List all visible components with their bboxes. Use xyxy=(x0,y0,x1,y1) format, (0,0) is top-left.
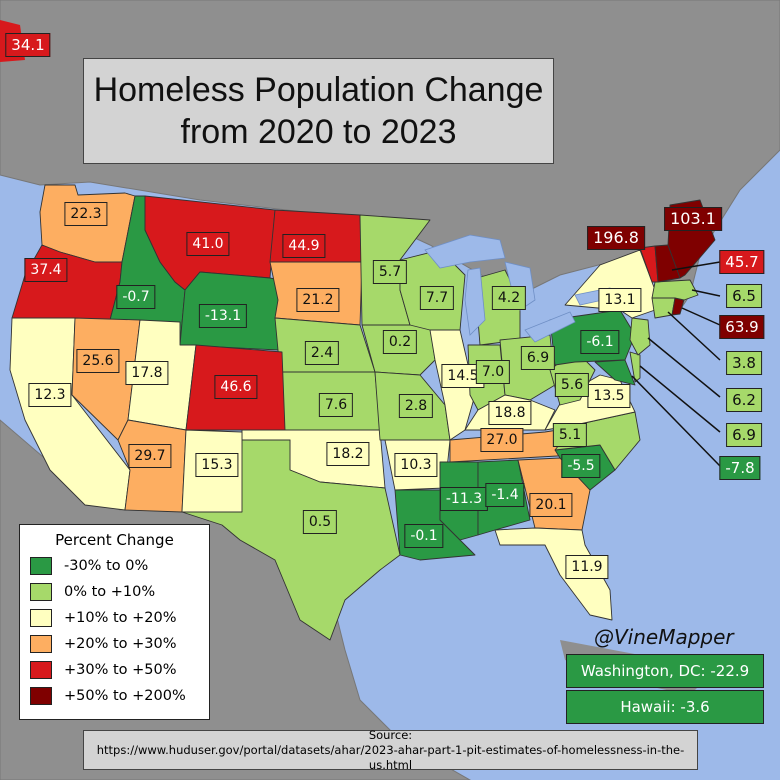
legend-label: +10% to +20% xyxy=(64,610,177,626)
callout-arrows xyxy=(631,261,721,467)
state-value-label-ma: 6.5 xyxy=(726,284,762,308)
legend-item: +20% to +30% xyxy=(20,631,209,657)
source-url: https://www.huduser.gov/portal/datasets/… xyxy=(96,742,685,772)
state-value-label-mo: 2.8 xyxy=(398,394,434,418)
state-value-label-va: 13.5 xyxy=(587,384,631,408)
state-value-label-mt: 41.0 xyxy=(186,232,230,256)
legend-swatch xyxy=(30,687,52,705)
state-value-label-nc: 5.1 xyxy=(552,423,588,447)
state-value-label-ri: 63.9 xyxy=(719,315,765,339)
author-credit: @VineMapper xyxy=(594,625,734,649)
state-value-label-ia: 0.2 xyxy=(382,330,418,354)
state-value-label-id: -0.7 xyxy=(116,285,156,309)
lake-superior xyxy=(424,234,506,269)
state-value-label-ne: 2.4 xyxy=(304,341,340,365)
state-shape-FL xyxy=(494,527,613,621)
legend-label: +50% to +200% xyxy=(64,688,186,704)
source-box: Source: https://www.huduser.gov/portal/d… xyxy=(83,727,698,772)
legend-label: +30% to +50% xyxy=(64,662,177,678)
state-value-label-pa: -6.1 xyxy=(580,330,620,354)
legend-item: -30% to 0% xyxy=(20,553,209,579)
legend-title: Percent Change xyxy=(55,531,174,549)
state-value-label-mi: 4.2 xyxy=(491,286,527,310)
state-value-label-de: 6.9 xyxy=(726,423,762,447)
legend-swatch xyxy=(30,583,52,601)
legend-item: +50% to +200% xyxy=(20,683,209,709)
state-value-label-tx: 0.5 xyxy=(302,510,338,534)
state-value-label-ut: 17.8 xyxy=(125,361,169,385)
state-value-label-wi: 7.7 xyxy=(419,286,455,310)
state-shape-MA xyxy=(651,279,699,301)
legend-item: +10% to +20% xyxy=(20,605,209,631)
state-value-label-tn: 27.0 xyxy=(480,428,524,452)
state-value-label-al: -1.4 xyxy=(485,483,525,507)
state-shape-NJ xyxy=(629,317,651,356)
state-value-label-ct: 3.8 xyxy=(726,351,762,375)
arrow-nj xyxy=(647,337,721,398)
legend-label: 0% to +10% xyxy=(64,584,156,600)
legend-label: +20% to +30% xyxy=(64,636,177,652)
state-value-label-nv: 25.6 xyxy=(76,349,120,373)
source-label: Source: xyxy=(368,727,413,742)
arrow-md xyxy=(631,375,721,467)
arrow-ma xyxy=(691,289,721,297)
arrow-de xyxy=(639,365,721,433)
hawaii-value-box: Hawaii: -3.6 xyxy=(566,690,764,724)
state-value-label-ok: 18.2 xyxy=(326,442,370,466)
state-value-label-ca: 12.3 xyxy=(28,383,72,407)
state-value-label-nd: 44.9 xyxy=(282,234,326,258)
state-value-label-ks: 7.6 xyxy=(318,393,354,417)
state-value-label-in: 7.0 xyxy=(475,360,511,384)
state-value-label-vt: 196.8 xyxy=(587,226,645,250)
state-value-label-or: 37.4 xyxy=(24,258,68,282)
arrow-nh xyxy=(671,261,721,271)
state-value-label-az: 29.7 xyxy=(128,444,172,468)
state-value-label-me: 103.1 xyxy=(664,207,722,231)
state-value-label-nh: 45.7 xyxy=(719,250,765,274)
arrow-ri xyxy=(681,307,721,326)
legend-swatch xyxy=(30,609,52,627)
dc-value-box: Washington, DC: -22.9 xyxy=(566,654,764,688)
legend: Percent Change -30% to 0% 0% to +10% +10… xyxy=(19,524,210,720)
state-value-label-ar: 10.3 xyxy=(394,453,438,477)
state-value-label-ga: 20.1 xyxy=(529,493,573,517)
state-value-label-oh: 6.9 xyxy=(520,346,556,370)
state-value-label-wv: 5.6 xyxy=(554,373,590,397)
arrow-ct xyxy=(667,311,721,361)
legend-label: -30% to 0% xyxy=(64,558,149,574)
title-line-1: Homeless Population Change xyxy=(93,71,544,109)
great-lakes xyxy=(424,234,613,343)
state-shape-TX xyxy=(181,439,401,641)
state-value-label-md: -7.8 xyxy=(719,456,761,480)
state-value-label-nm: 15.3 xyxy=(195,453,239,477)
state-value-label-ms: -11.3 xyxy=(439,487,489,511)
state-shape-DE xyxy=(629,351,641,383)
state-value-label-co: 46.6 xyxy=(214,375,258,399)
legend-swatch xyxy=(30,557,52,575)
state-value-label-sd: 21.2 xyxy=(296,288,340,312)
title-box: Homeless Population Change from 2020 to … xyxy=(83,58,554,164)
lake-michigan xyxy=(464,267,486,336)
state-value-label-sc: -5.5 xyxy=(561,454,601,478)
legend-item: 0% to +10% xyxy=(20,579,209,605)
state-shape-MD xyxy=(594,359,636,386)
state-value-label-nj: 6.2 xyxy=(726,388,762,412)
state-value-label-wa: 22.3 xyxy=(64,202,108,226)
lake-erie xyxy=(524,311,576,343)
state-value-label-ny: 13.1 xyxy=(598,288,642,312)
state-value-label-fl: 11.9 xyxy=(565,555,609,579)
title-line-2: from 2020 to 2023 xyxy=(180,113,457,151)
legend-swatch xyxy=(30,661,52,679)
state-value-label-mn: 5.7 xyxy=(372,260,408,284)
state-value-label-ky: 18.8 xyxy=(488,401,532,425)
state-value-label-la: -0.1 xyxy=(404,524,444,548)
legend-swatch xyxy=(30,635,52,653)
legend-item: +30% to +50% xyxy=(20,657,209,683)
state-value-label-wy: -13.1 xyxy=(198,304,248,328)
state-value-label-ak: 34.1 xyxy=(5,33,51,57)
